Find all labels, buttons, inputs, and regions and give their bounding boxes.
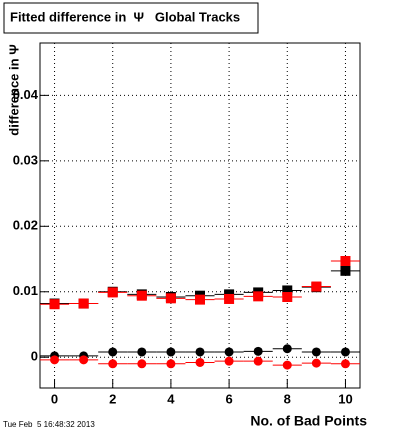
data-point: [195, 294, 205, 305]
data-point: [282, 285, 293, 296]
data-point: [282, 360, 292, 370]
data-point: [107, 287, 118, 298]
data-point: [224, 293, 235, 304]
data-point: [253, 356, 263, 366]
data-point: [165, 293, 176, 304]
x-axis-label: No. of Bad Points: [250, 413, 367, 429]
data-point: [50, 355, 60, 365]
data-point: [166, 359, 176, 369]
title-box: [3, 2, 259, 34]
data-point: [311, 347, 321, 357]
data-point: [137, 347, 147, 357]
data-point: [78, 298, 89, 309]
data-point: [340, 347, 350, 357]
data-point: [195, 347, 205, 357]
plot-frame: [39, 42, 361, 389]
data-point: [311, 281, 322, 292]
data-point: [108, 347, 118, 357]
data-point: [282, 344, 292, 354]
y-axis-label: difference in Ψ: [6, 44, 21, 135]
data-point: [282, 292, 293, 303]
chart-title: Fitted difference in Ψ Global Tracks: [10, 9, 240, 24]
data-point: [311, 358, 321, 368]
y-tick-label: 0.02: [13, 218, 38, 233]
y-tick-label: 0.03: [13, 152, 38, 167]
x-tick-label: 10: [338, 391, 352, 406]
x-tick-label: 6: [225, 391, 232, 406]
data-point: [253, 346, 263, 356]
data-point: [340, 265, 351, 276]
data-point: [224, 356, 234, 366]
x-tick-label: 2: [109, 391, 116, 406]
data-point: [49, 299, 60, 310]
y-tick-label: 0.01: [13, 283, 38, 298]
data-point: [195, 357, 205, 367]
footer-date: Tue Feb 5 16:48:32 2013: [3, 420, 95, 429]
data-point: [340, 359, 350, 369]
data-point: [137, 359, 147, 369]
data-point: [224, 347, 234, 357]
data-point: [340, 255, 351, 266]
x-tick-label: 4: [167, 391, 175, 406]
data-point: [166, 347, 176, 357]
data-point: [253, 291, 264, 302]
data-point: [79, 355, 89, 365]
x-tick-label: 0: [51, 391, 58, 406]
data-point: [108, 359, 118, 369]
data-point: [136, 290, 147, 301]
y-tick-label: 0: [31, 349, 38, 364]
y-tick-label: 0.04: [13, 87, 39, 102]
x-tick-label: 8: [284, 391, 291, 406]
